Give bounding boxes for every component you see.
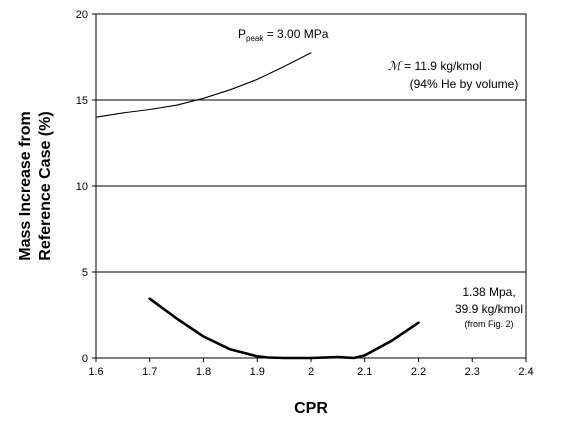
x-tick-label: 1.9 (250, 366, 265, 378)
y-axis-ticks: 0 5 10 15 20 (76, 9, 96, 365)
y-tick-label: 15 (76, 95, 88, 107)
x-tick-label: 2.4 (518, 366, 533, 378)
x-tick-label: 1.7 (142, 366, 157, 378)
x-tick-label: 2.2 (411, 366, 426, 378)
annotation-low-pressure: 1.38 Mpa, (462, 285, 515, 299)
gridlines (96, 99, 526, 273)
y-tick-label: 10 (76, 181, 88, 193)
x-tick-label: 1.6 (88, 366, 103, 378)
y-axis-title: Mass Increase from Reference Case (%) (17, 111, 54, 260)
annotation-molar-mass: ℳ = 11.9 kg/kmol (388, 59, 482, 73)
molar-mass-value: = 11.9 kg/kmol (401, 59, 482, 73)
x-axis-ticks: 1.6 1.7 1.8 1.9 2 2.1 2.2 2.3 2.4 (88, 358, 534, 378)
annotation-low-molar-mass: 39.9 kg/kmol (455, 302, 523, 316)
peak-symbol: P (238, 27, 246, 41)
y-tick-label: 0 (82, 353, 88, 365)
series-line-high-pressure (95, 52, 312, 118)
x-axis-title: CPR (294, 400, 328, 417)
y-tick-label: 20 (76, 9, 88, 21)
peak-value: = 3.00 MPa (263, 27, 328, 41)
x-tick-label: 2.3 (465, 366, 480, 378)
annotation-source-figure: (from Fig. 2) (464, 319, 513, 329)
annotation-composition: (94% He by volume) (410, 77, 519, 91)
y-axis-title-line2: Reference Case (%) (37, 111, 54, 260)
annotation-peak-pressure: Ppeak = 3.00 MPa (238, 27, 329, 43)
y-axis-title-line1: Mass Increase from (17, 111, 34, 260)
y-tick-label: 5 (82, 267, 88, 279)
x-tick-label: 2 (308, 366, 314, 378)
molar-mass-symbol: ℳ (388, 59, 403, 73)
x-tick-label: 2.1 (357, 366, 372, 378)
series-line-low-pressure (148, 297, 420, 360)
peak-subscript: peak (246, 34, 264, 43)
series-group (95, 52, 420, 360)
x-tick-label: 1.8 (196, 366, 211, 378)
